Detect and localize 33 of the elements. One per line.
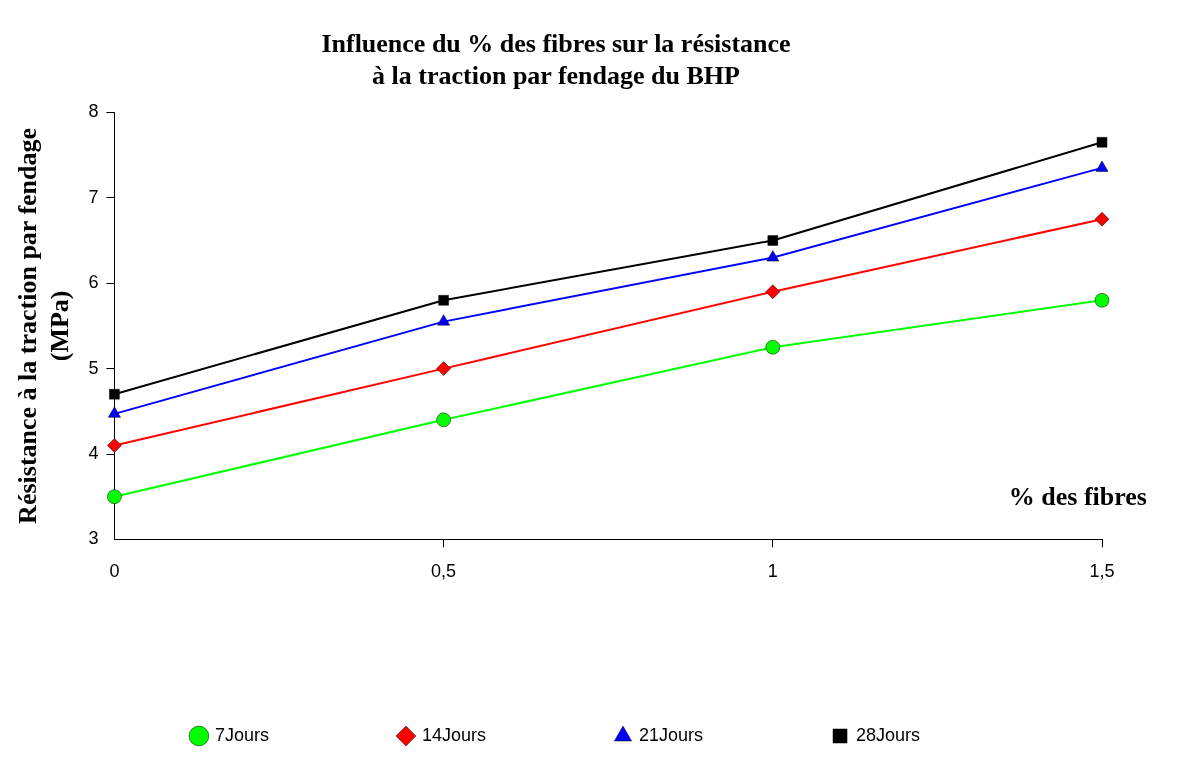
point <box>766 250 780 262</box>
legend-label: 28Jours <box>856 724 921 745</box>
x-tick-label: 1 <box>767 561 778 582</box>
point <box>108 406 121 418</box>
point <box>109 389 120 400</box>
point <box>107 489 122 504</box>
y-tick-label: 3 <box>88 528 99 549</box>
point <box>436 412 451 428</box>
point <box>767 235 778 246</box>
y-tick-label: 7 <box>88 186 99 207</box>
point <box>765 284 781 299</box>
point <box>765 340 781 355</box>
y-tick-label: 6 <box>88 272 99 293</box>
x-tick-label: 0 <box>109 561 120 582</box>
y-tick-label: 8 <box>88 101 99 122</box>
point <box>1095 160 1109 172</box>
point <box>1094 293 1110 308</box>
point <box>436 361 451 376</box>
point <box>437 314 450 326</box>
y-tick-label: 4 <box>88 442 99 463</box>
legend-label: 14Jours <box>421 724 486 745</box>
x-axis-title: % des fibres <box>1008 482 1147 512</box>
point <box>1094 211 1110 227</box>
legend-label: 21Jours <box>638 724 704 745</box>
point <box>107 438 122 453</box>
point <box>438 295 449 306</box>
point <box>1096 137 1108 148</box>
y-axis-title: Résistance à la traction par fendage (MPa) <box>13 127 74 524</box>
x-tick-label: 1,5 <box>1089 561 1115 582</box>
legend-label: 7Jours <box>214 724 269 745</box>
y-tick-label: 5 <box>88 357 99 378</box>
x-tick-label: 0,5 <box>431 561 457 582</box>
chart-title: Influence du % des fibres sur la résistance à la traction par fendage du BHP <box>321 29 791 90</box>
